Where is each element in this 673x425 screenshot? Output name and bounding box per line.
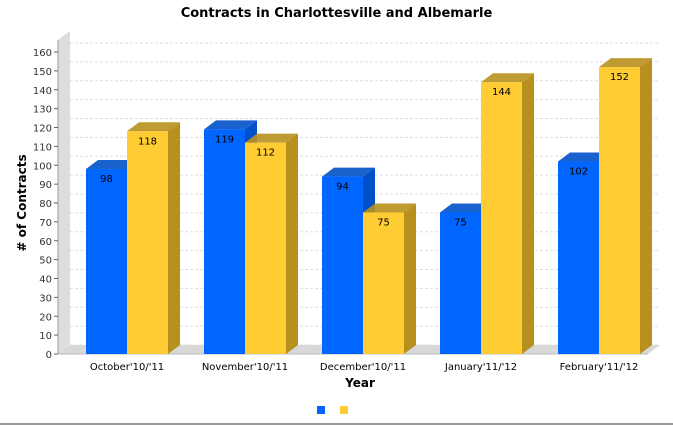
bar-side (168, 122, 180, 355)
data-label: 144 (492, 87, 511, 98)
y-tick-label: 80 (39, 199, 52, 210)
legend-swatch (340, 406, 348, 414)
x-axis-title: Year (344, 376, 375, 390)
data-label: 94 (336, 182, 349, 193)
y-tick-label: 70 (39, 218, 52, 229)
y-tick-label: 40 (39, 275, 52, 286)
y-tick-label: 90 (39, 180, 52, 191)
x-tick-label: October'10/'11 (90, 362, 164, 373)
bar (481, 82, 522, 354)
bar-top (481, 73, 534, 83)
bar-side (522, 73, 534, 354)
x-tick-label: January'11/'12 (444, 362, 517, 373)
data-label: 102 (569, 166, 588, 177)
data-label: 118 (138, 136, 157, 147)
x-tick-label: November'10/'11 (202, 362, 288, 373)
x-tick-label: December'10/'11 (320, 362, 406, 373)
bar-top (127, 122, 180, 132)
bar (127, 131, 168, 354)
bar-side (640, 58, 652, 354)
data-label: 119 (215, 134, 234, 145)
data-label: 152 (610, 72, 629, 83)
x-tick-label: February'11/'12 (560, 362, 639, 373)
bar-top (558, 152, 611, 162)
bar-top (86, 160, 139, 170)
y-tick-label: 150 (33, 67, 52, 78)
y-tick-label: 30 (39, 293, 52, 304)
legend-swatch (317, 406, 325, 414)
bar (245, 142, 286, 354)
bar-top (440, 203, 493, 213)
bar-top (599, 58, 652, 68)
y-tick-label: 100 (33, 161, 52, 172)
bar (204, 129, 245, 354)
data-label: 75 (377, 217, 390, 228)
data-label: 75 (454, 217, 467, 228)
bar (86, 169, 127, 354)
y-tick-label: 20 (39, 312, 52, 323)
bar (558, 161, 599, 354)
bar (363, 212, 404, 354)
y-tick-label: 140 (33, 86, 52, 97)
left-wall (58, 31, 70, 354)
bar-side (286, 133, 298, 354)
bar-side (404, 203, 416, 354)
y-tick-label: 60 (39, 237, 52, 248)
y-tick-label: 120 (33, 124, 52, 135)
y-tick-label: 10 (39, 331, 52, 342)
y-tick-label: 50 (39, 256, 52, 267)
bar-top (322, 167, 375, 177)
bar-top (245, 133, 298, 143)
y-tick-label: 160 (33, 48, 52, 59)
y-tick-label: 0 (46, 350, 52, 361)
y-axis-title: # of Contracts (15, 154, 29, 251)
y-tick-label: 130 (33, 105, 52, 116)
bar (440, 212, 481, 354)
bar (322, 176, 363, 354)
bar (599, 67, 640, 354)
bar-top (204, 120, 257, 130)
data-label: 112 (256, 148, 275, 159)
bar-top (363, 203, 416, 213)
chart-title: Contracts in Charlottesville and Albemar… (180, 6, 493, 21)
data-label: 98 (100, 174, 113, 185)
y-tick-label: 110 (33, 142, 52, 153)
